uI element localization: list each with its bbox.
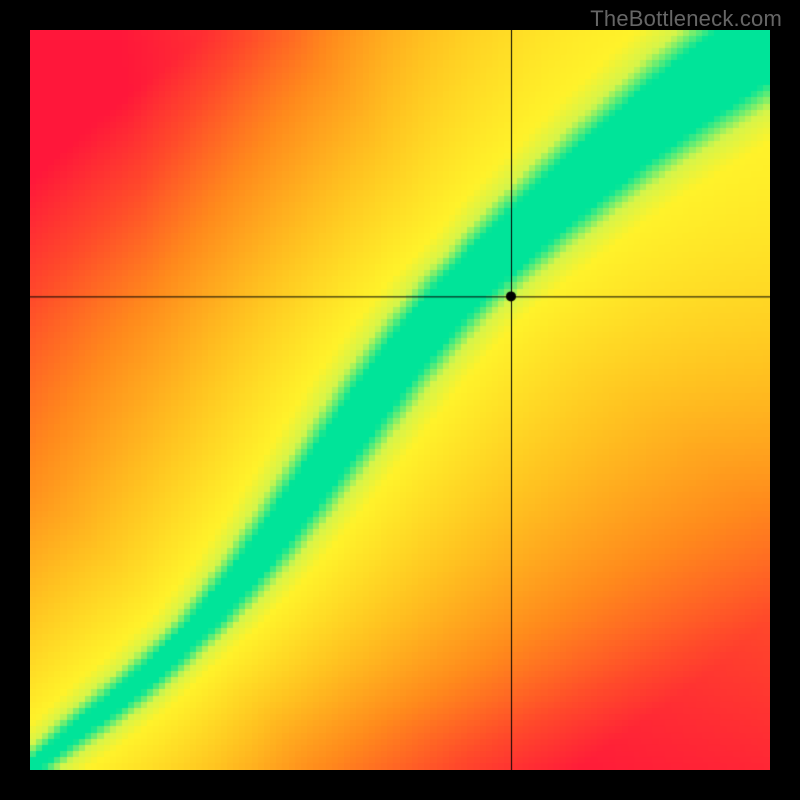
heatmap-canvas [30, 30, 770, 770]
watermark-text: TheBottleneck.com [590, 6, 782, 32]
heatmap-plot [30, 30, 770, 770]
